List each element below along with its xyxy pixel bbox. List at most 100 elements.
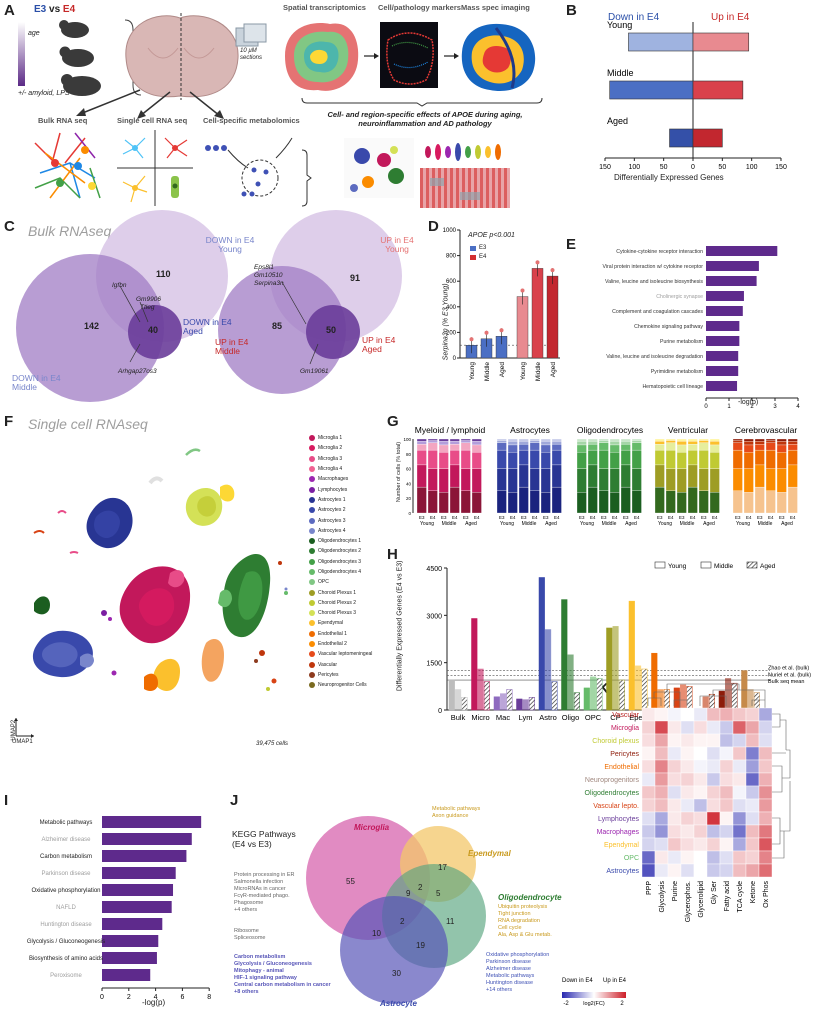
- legend-label: Macrophages: [318, 476, 349, 483]
- d-bar: [531, 268, 544, 359]
- g-bar-segment: [540, 441, 551, 446]
- h-x-label: Astro: [539, 713, 557, 722]
- legend-label: Choroid Plexus 3: [318, 610, 357, 617]
- g-bar-segment: [460, 438, 471, 441]
- g-x-label: E3: [623, 515, 629, 520]
- d-bar: [546, 275, 559, 359]
- i-row-label: Biosynthesis of amino acids: [29, 956, 103, 962]
- k-cell: [680, 837, 695, 852]
- g-bar-segment: [754, 486, 765, 514]
- g-bar-segment: [438, 438, 449, 442]
- g-bar-segment: [676, 441, 687, 446]
- g-bar-segment: [765, 440, 776, 443]
- venn-left-top-count: 110: [156, 269, 171, 279]
- legend-swatch: [309, 589, 315, 596]
- venn-count-mg-ep: 2: [418, 883, 423, 892]
- k-row-label: Pericytes: [610, 751, 639, 758]
- d-x-label: Middle: [484, 362, 491, 382]
- oligo-terms: Ubiquitin proteolysis Tight junction RNA d…: [498, 904, 552, 939]
- umap-thumbnail: [344, 138, 414, 198]
- i-bar: [102, 816, 202, 828]
- k-cell: [693, 824, 708, 839]
- k-cell: [745, 837, 760, 852]
- panel-j-label: J: [230, 792, 239, 809]
- legend-label: Vascular: [318, 661, 338, 668]
- pathway-term: Parkinson disease: [486, 959, 531, 965]
- k-cell: [667, 863, 682, 878]
- g-bar-segment: [732, 442, 743, 451]
- k-cell: [693, 759, 708, 774]
- pathway-term: RNA degradation: [498, 918, 540, 924]
- g-bar-segment: [787, 444, 798, 451]
- g-age-label: Young: [658, 521, 672, 527]
- k-cell: [680, 863, 695, 878]
- single-cell-title: Single cell RNA seq: [117, 116, 188, 125]
- k-cell: [641, 759, 656, 774]
- b-up-bar: [692, 128, 723, 148]
- h-tick-label: 1500: [426, 661, 442, 668]
- i-tick-label: 2: [127, 994, 131, 1001]
- i-tick-label: 6: [180, 994, 184, 1001]
- g-bar-segment: [776, 441, 787, 446]
- g-bar-segment: [460, 449, 471, 469]
- g-x-label: E3: [735, 515, 741, 520]
- k-cell: [706, 863, 721, 878]
- g-bar-segment: [765, 468, 776, 491]
- e-tick-label: 2: [750, 404, 754, 410]
- g-bar-segment: [576, 492, 587, 514]
- g-bar-segment: [529, 490, 540, 514]
- k-cell: [667, 746, 682, 761]
- k-cell: [667, 785, 682, 800]
- g-bar-segment: [587, 449, 598, 466]
- venn-right-aged-label: UP in E4 Aged: [362, 335, 396, 355]
- legend-label: Vascular leptomeningeal: [318, 651, 373, 658]
- umap-legend-item: Pericytes: [309, 670, 387, 680]
- k-cell: [693, 720, 708, 735]
- g-bar-segment: [529, 442, 540, 451]
- h-legend-label: Young: [668, 563, 687, 570]
- umap-legend-item: Choroid Plexus 1: [309, 587, 387, 597]
- k-cell: [667, 707, 682, 722]
- chart-k-heatmap: Vascular Microglia Choroid plexus Pericytes…: [562, 683, 791, 1007]
- g-x-label: E3: [419, 515, 425, 520]
- i-row-label: Metabolic pathways: [40, 820, 93, 826]
- k-cell: [667, 798, 682, 813]
- g-bar-segment: [416, 438, 427, 442]
- g-bar-segment: [449, 464, 460, 488]
- g-bar-segment: [698, 440, 709, 443]
- vs-label: vs: [46, 4, 63, 15]
- g-bar-segment: [687, 464, 698, 488]
- chart-g-stacked-bars: 100 80 60 40 20 0 Myeloid / lymphoid E3 E4 E3 E4 E3…: [403, 425, 798, 527]
- g-bar-segment: [654, 438, 665, 442]
- g-bar-segment: [698, 490, 709, 514]
- g-x-label: E4: [712, 515, 718, 520]
- b-tick-label: 50: [718, 164, 726, 171]
- panel-a: E3 vs E4 age +/- amyloid, LPS 10 µM sect…: [0, 0, 565, 215]
- legend-swatch: [309, 558, 315, 565]
- g-group-title: Astrocytes: [510, 425, 550, 435]
- g-x-label: E3: [521, 515, 527, 520]
- k-cell: [641, 863, 656, 878]
- pathway-term: Central carbon metabolism in cancer: [234, 982, 331, 988]
- e-row-label: Purine metabolism: [660, 339, 703, 345]
- i-row-label: Carbon metabolism: [40, 854, 92, 860]
- g-bar-segment: [631, 490, 642, 514]
- b-down-bar: [628, 32, 694, 52]
- g-bar-segment: [529, 438, 540, 441]
- panel-k: Vascular Microglia Choroid plexus Pericytes…: [562, 680, 813, 1011]
- g-bar-segment: [551, 441, 562, 445]
- k-cell: [706, 850, 721, 865]
- venn-count-center: 2: [400, 917, 405, 926]
- legend-label: OPC: [318, 579, 329, 586]
- g-bar-segment: [754, 438, 765, 442]
- venn-left-mid-label: DOWN in E4 Middle: [12, 373, 61, 393]
- k-cell: [667, 824, 682, 839]
- k-cell: [758, 850, 773, 865]
- g-bar-segment: [754, 444, 765, 451]
- h-legend-label: Middle: [714, 563, 734, 570]
- g-bar-segment: [620, 486, 631, 514]
- k-cell: [654, 798, 669, 813]
- chart-d-title: APOE p<0.001: [468, 232, 515, 239]
- g-bar-segment: [776, 468, 787, 493]
- k-cell: [667, 759, 682, 774]
